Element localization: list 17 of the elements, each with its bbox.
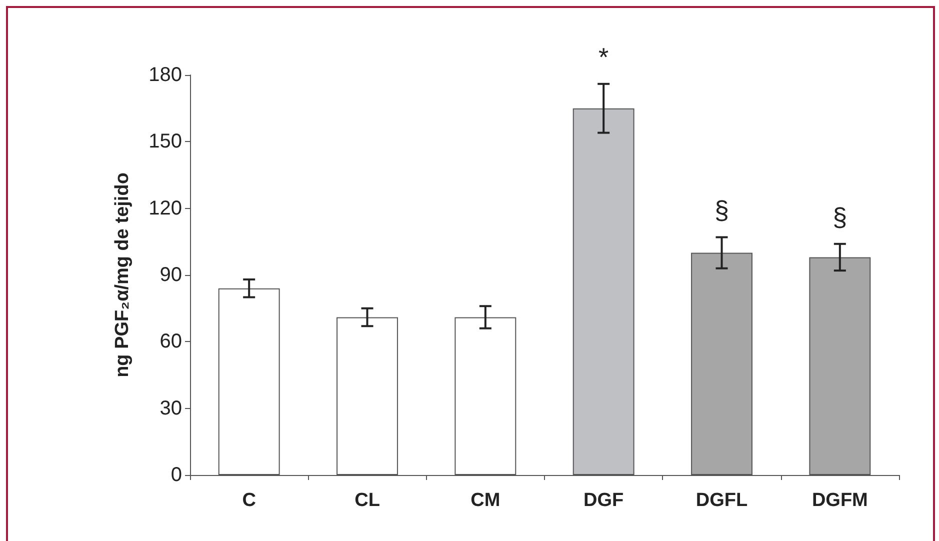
x-tick-label: DGF: [584, 490, 624, 511]
y-tick-label: 60: [160, 330, 182, 353]
x-tick-label: DGFL: [696, 490, 748, 511]
x-tick-label: CM: [470, 490, 500, 511]
y-tick-label: 150: [148, 130, 182, 153]
x-tick-label: C: [242, 490, 256, 511]
annotation: §: [832, 202, 848, 232]
x-tick-label: CL: [354, 490, 380, 511]
y-axis-title: ng PGF₂α/mg de tejido: [112, 172, 133, 378]
x-tick-label: DGFM: [812, 490, 868, 511]
y-tick-label: 180: [148, 64, 182, 86]
y-tick-label: 90: [160, 264, 182, 286]
y-tick-label: 0: [170, 464, 182, 486]
y-tick-label: 120: [148, 197, 182, 220]
annotation: §: [714, 195, 729, 226]
y-tick-label: 30: [160, 397, 182, 420]
annotation: *: [598, 42, 609, 72]
